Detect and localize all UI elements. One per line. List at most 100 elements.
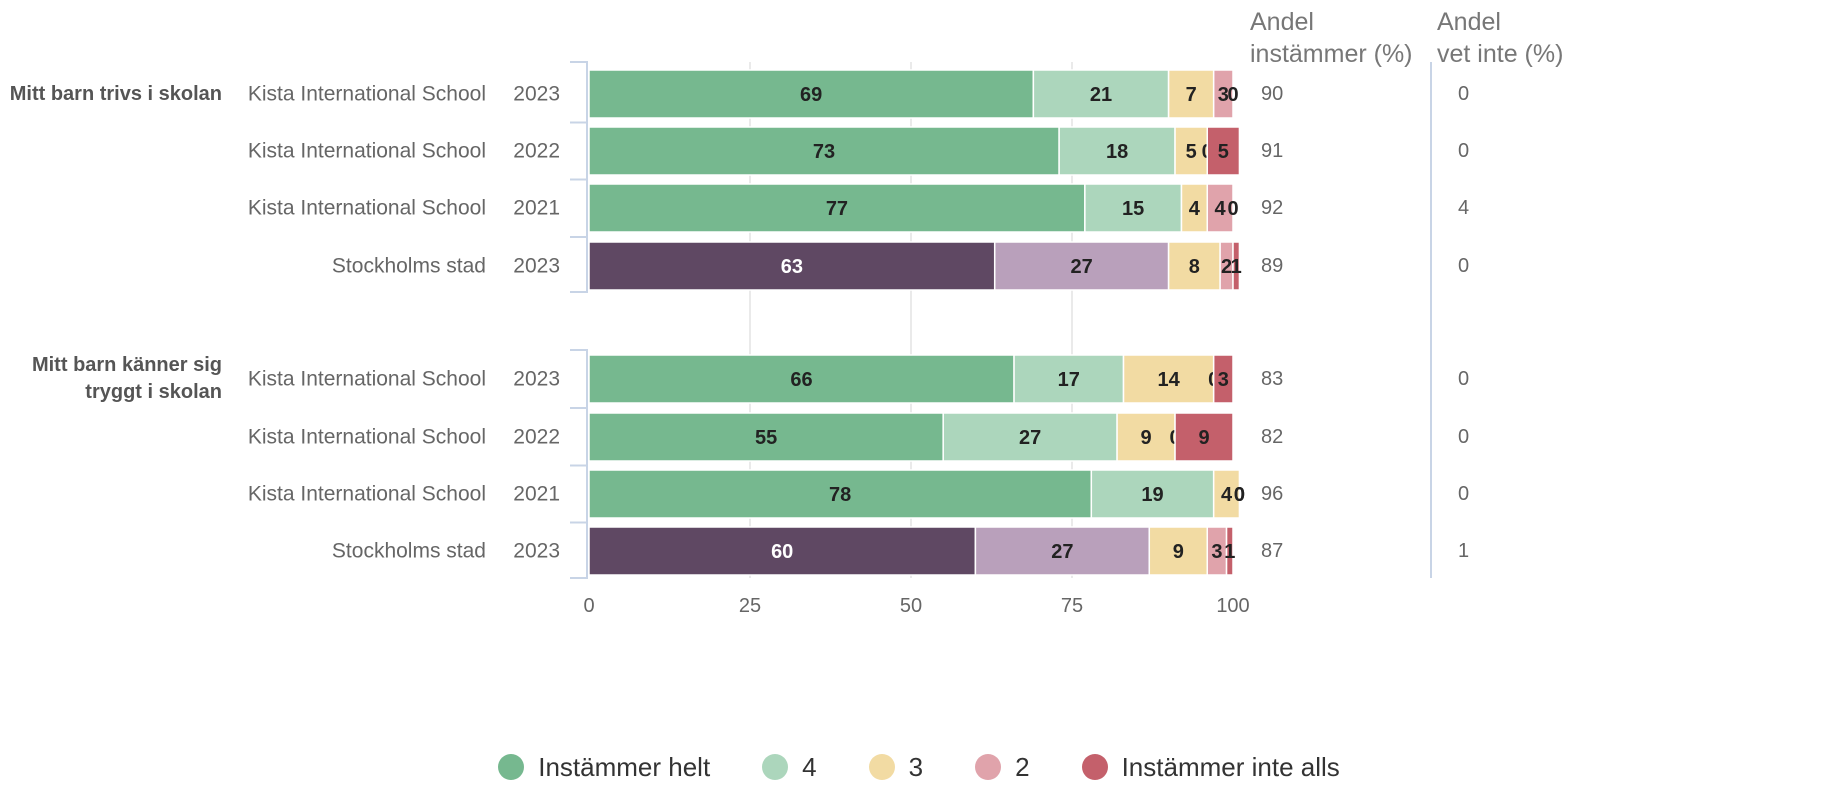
data-label: 9 bbox=[1140, 427, 1151, 449]
data-label: 5 bbox=[1218, 141, 1229, 163]
share-agree-value: 91 bbox=[1261, 140, 1283, 162]
bar-segment bbox=[1148, 526, 1208, 576]
bar-segment bbox=[1058, 126, 1176, 176]
entity-label: Kista International School bbox=[248, 197, 486, 220]
bar-segment bbox=[1032, 69, 1170, 119]
data-label: 1 bbox=[1231, 256, 1242, 278]
dont-know-header-line2: vet inte (%) bbox=[1437, 40, 1564, 68]
bar-segment bbox=[993, 241, 1170, 291]
legend-swatch-icon bbox=[762, 754, 789, 780]
legend-label: 4 bbox=[802, 751, 817, 782]
bar-segment bbox=[588, 183, 1086, 233]
bar-segment bbox=[1212, 69, 1234, 119]
data-label: 19 bbox=[1141, 484, 1163, 506]
legend-item[interactable]: Instämmer helt bbox=[498, 752, 710, 783]
entity-label: Kista International School bbox=[248, 426, 486, 449]
legend-label: 2 bbox=[1015, 751, 1030, 782]
legend-item[interactable]: Instämmer inte alls bbox=[1081, 751, 1340, 783]
bar-segment bbox=[1116, 412, 1176, 462]
legend-item[interactable]: 2 bbox=[975, 751, 1030, 783]
data-label: 60 bbox=[771, 541, 793, 563]
bar-segment bbox=[1225, 526, 1234, 576]
entity-label: Kista International School bbox=[248, 140, 486, 163]
share-agree-value: 90 bbox=[1261, 83, 1283, 105]
dont-know-header-line1: Andel bbox=[1437, 8, 1501, 36]
year-label: 2023 bbox=[513, 83, 560, 106]
year-label: 2022 bbox=[513, 140, 560, 163]
bar-segment bbox=[1090, 469, 1215, 519]
legend-swatch-icon bbox=[498, 754, 525, 780]
data-label: 14 bbox=[1157, 369, 1180, 391]
bar-segment bbox=[1174, 412, 1234, 462]
bar-segment bbox=[588, 526, 977, 576]
entity-label: Kista International School bbox=[248, 368, 486, 391]
bar-segment bbox=[1232, 241, 1241, 291]
column-header-share-agree: Andel instämmer (%) bbox=[1250, 6, 1413, 70]
share-dont-know-value: 4 bbox=[1458, 197, 1469, 219]
data-label: 73 bbox=[813, 141, 835, 163]
bar-segment bbox=[588, 412, 944, 462]
bar-segment bbox=[1206, 126, 1241, 176]
legend-label: Instämmer helt bbox=[538, 751, 711, 782]
share-dont-know-value: 1 bbox=[1458, 540, 1469, 562]
bar-segment bbox=[1206, 183, 1234, 233]
bar-segment bbox=[942, 412, 1118, 462]
share-agree-value: 96 bbox=[1261, 483, 1283, 505]
data-label: 9 bbox=[1198, 427, 1209, 449]
data-label: 4 bbox=[1215, 198, 1227, 220]
data-label: 0 bbox=[1227, 198, 1238, 220]
entity-label: Kista International School bbox=[248, 83, 486, 106]
bar-segment bbox=[1167, 69, 1215, 119]
data-label: 18 bbox=[1106, 141, 1128, 163]
legend-swatch-icon bbox=[1081, 754, 1108, 780]
data-label: 4 bbox=[1189, 198, 1201, 220]
share-dont-know-value: 0 bbox=[1458, 368, 1469, 390]
x-tick-label: 0 bbox=[583, 595, 594, 617]
year-label: 2022 bbox=[513, 426, 560, 449]
question-label: tryggt i skolan bbox=[85, 381, 222, 403]
legend-item[interactable]: 3 bbox=[868, 752, 923, 783]
legend-item[interactable]: 4 bbox=[762, 751, 817, 783]
data-label: 55 bbox=[755, 427, 777, 449]
share-dont-know-value: 0 bbox=[1458, 140, 1469, 162]
data-label: 3 bbox=[1211, 541, 1222, 563]
entity-label: Stockholms stad bbox=[332, 255, 486, 278]
share-agree-header-line2: instämmer (%) bbox=[1250, 40, 1413, 68]
data-label: 5 bbox=[1186, 141, 1197, 163]
x-tick-label: 75 bbox=[1061, 595, 1083, 617]
x-tick-label: 25 bbox=[739, 595, 761, 617]
data-label: 27 bbox=[1019, 427, 1041, 449]
bar-segment bbox=[1212, 469, 1241, 519]
share-dont-know-value: 0 bbox=[1458, 83, 1469, 105]
share-agree-value: 87 bbox=[1261, 540, 1283, 562]
share-agree-header-line1: Andel bbox=[1250, 8, 1314, 36]
bar-segment bbox=[588, 126, 1060, 176]
x-tick-label: 50 bbox=[900, 595, 922, 617]
data-label: 3 bbox=[1218, 369, 1229, 391]
data-label: 7 bbox=[1186, 84, 1197, 106]
data-label: 69 bbox=[800, 84, 822, 106]
year-label: 2021 bbox=[513, 197, 560, 220]
bar-segment bbox=[588, 69, 1035, 119]
legend-swatch-icon bbox=[868, 754, 895, 780]
bar-segment bbox=[588, 469, 1093, 519]
data-label: 0 bbox=[1234, 484, 1245, 506]
year-label: 2021 bbox=[513, 483, 560, 506]
question-label: Mitt barn trivs i skolan bbox=[10, 83, 222, 105]
data-label: 0 bbox=[1234, 484, 1245, 506]
year-label: 2023 bbox=[513, 540, 560, 563]
data-label: 15 bbox=[1122, 198, 1144, 220]
year-label: 2023 bbox=[513, 368, 560, 391]
bar-segment bbox=[588, 354, 1015, 404]
data-label: 63 bbox=[781, 256, 803, 278]
data-label: 4 bbox=[1221, 484, 1233, 506]
data-label: 21 bbox=[1090, 84, 1112, 106]
question-label: Mitt barn känner sig bbox=[32, 354, 222, 376]
share-agree-value: 83 bbox=[1261, 368, 1283, 390]
entity-label: Kista International School bbox=[248, 483, 486, 506]
share-dont-know-value: 0 bbox=[1458, 426, 1469, 448]
legend-label: Instämmer inte alls bbox=[1121, 751, 1340, 782]
legend: Instämmer helt 4 3 2 Instämmer inte alls bbox=[0, 745, 1838, 789]
column-header-share-dont-know: Andel vet inte (%) bbox=[1437, 6, 1563, 70]
